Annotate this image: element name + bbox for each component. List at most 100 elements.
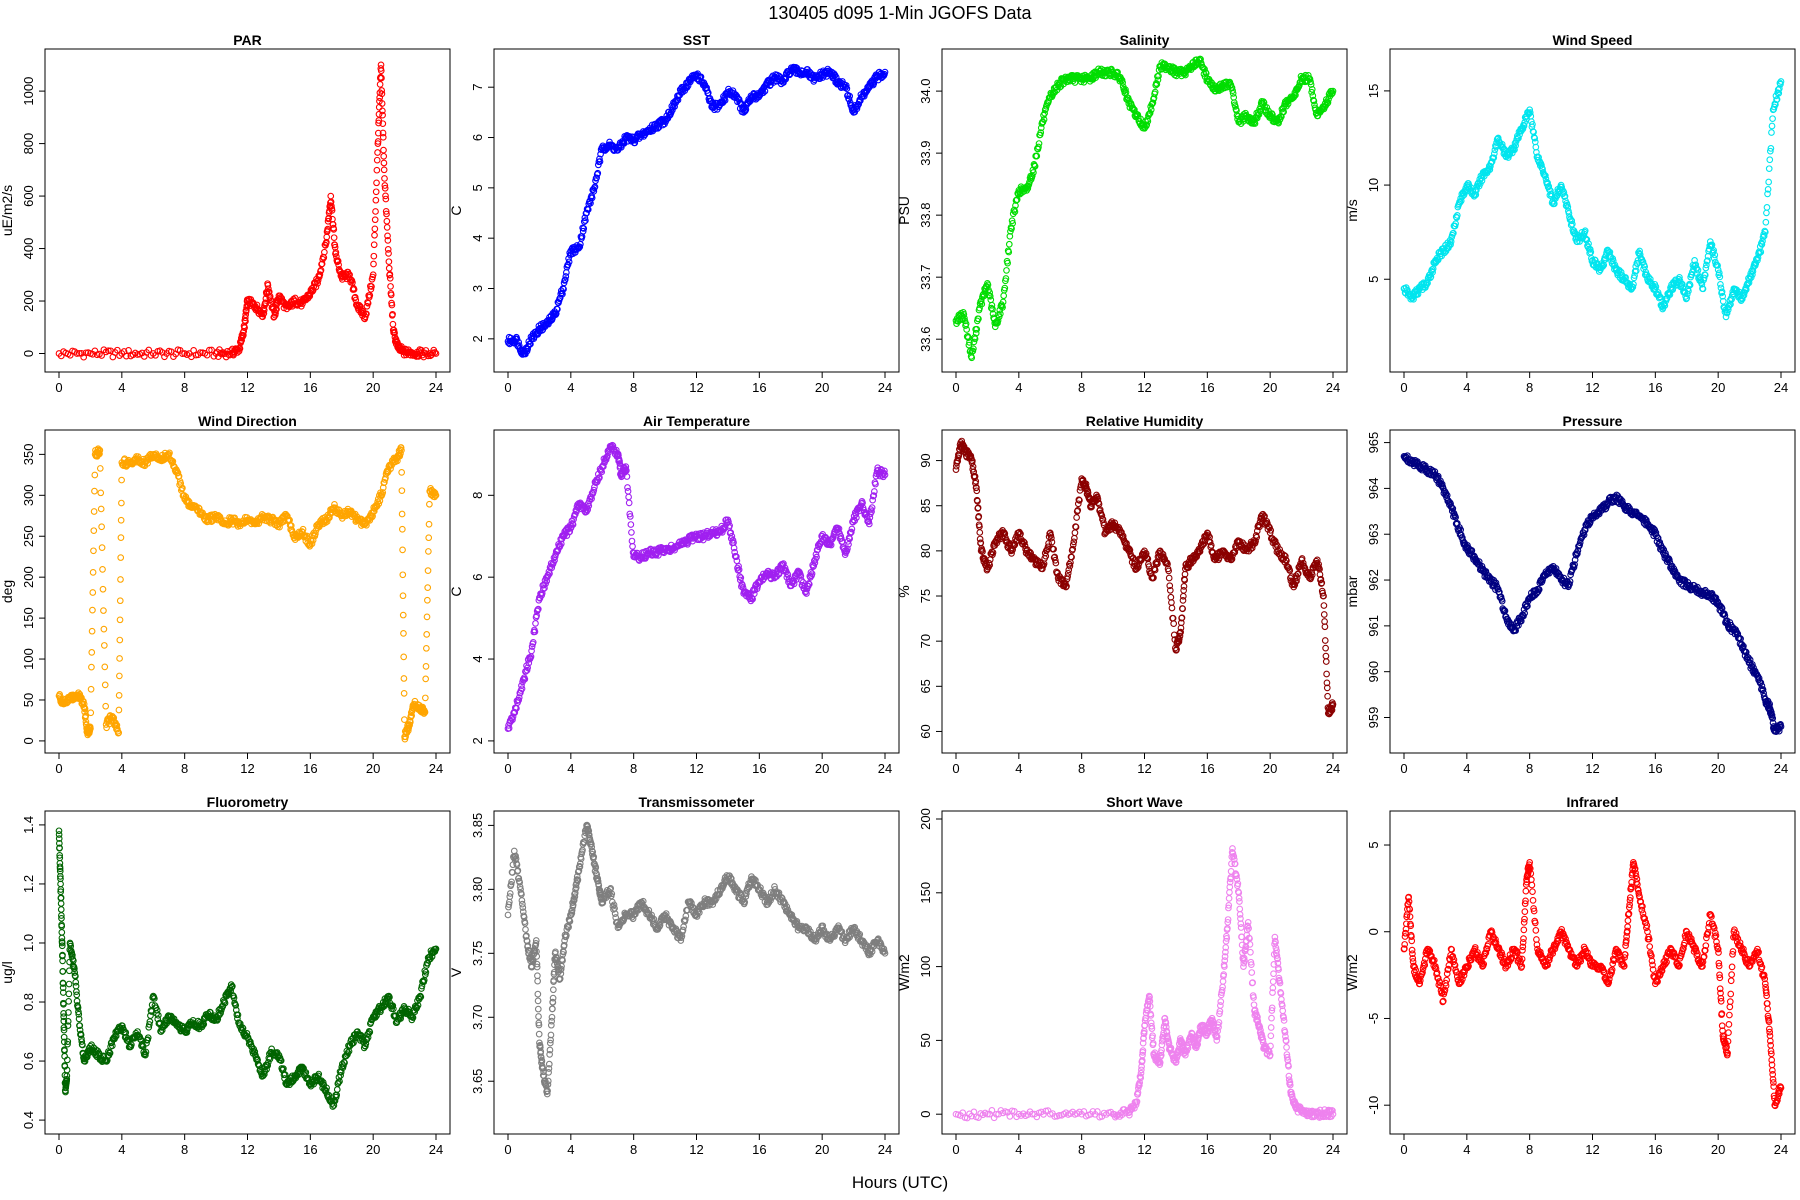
data-point [1070, 538, 1078, 546]
data-point [116, 636, 124, 644]
y-tick-label: 75 [918, 589, 933, 603]
data-point [546, 570, 553, 577]
data-point [381, 478, 388, 486]
data-point [316, 271, 324, 278]
data-point [375, 110, 383, 118]
data-point [206, 346, 213, 354]
data-point [1176, 629, 1184, 637]
data-point [81, 705, 89, 713]
data-point [1616, 266, 1623, 274]
data-point [389, 320, 397, 328]
data-point [863, 514, 871, 521]
data-point [1027, 549, 1034, 557]
data-point [1541, 172, 1549, 179]
data-point [1704, 257, 1711, 264]
data-point [1716, 273, 1724, 281]
data-point [1003, 267, 1010, 274]
data-point [88, 663, 95, 671]
x-tick-label: 16 [303, 380, 317, 395]
data-point [1207, 542, 1215, 549]
x-tick-label: 0 [55, 761, 62, 776]
data-point [811, 559, 819, 567]
data-point [1706, 238, 1714, 245]
y-tick-label: 5 [1366, 276, 1381, 283]
data-point [1069, 541, 1077, 549]
data-point [1146, 109, 1154, 117]
data-point [561, 276, 569, 284]
data-point [382, 192, 389, 200]
data-point [310, 283, 318, 291]
data-point [528, 643, 536, 650]
y-tick-label: 3 [470, 285, 485, 292]
data-point [978, 300, 986, 308]
data-point [1062, 579, 1069, 587]
data-point [147, 352, 155, 359]
data-point [1699, 285, 1707, 293]
data-point [1318, 579, 1326, 587]
y-tick-label: 4 [470, 235, 485, 242]
data-point [1118, 76, 1126, 84]
data-point [98, 352, 105, 359]
data-point [996, 310, 1004, 318]
x-tick-label: 0 [55, 380, 62, 395]
data-point [387, 465, 394, 473]
data-point [1153, 80, 1161, 88]
x-tick-label: 4 [118, 761, 125, 776]
data-point [527, 653, 535, 660]
data-point [82, 718, 90, 726]
data-point [846, 92, 854, 100]
y-tick-label: 350 [21, 444, 36, 466]
data-point [1064, 569, 1072, 577]
x-tick-label: 8 [630, 761, 637, 776]
data-point [989, 549, 997, 556]
data-point [1769, 115, 1776, 123]
data-point [379, 120, 387, 128]
data-point [1586, 246, 1594, 253]
y-tick-label: 0 [21, 350, 36, 357]
data-point [986, 292, 994, 300]
data-point [1005, 248, 1013, 256]
data-point [1636, 247, 1643, 255]
data-point [278, 294, 286, 302]
y-tick-label: 80 [918, 544, 933, 558]
data-point [1008, 217, 1016, 225]
data-point [400, 689, 408, 697]
data-point [116, 672, 123, 680]
data-point [738, 583, 745, 590]
data-point [1749, 267, 1757, 275]
data-point [580, 218, 588, 225]
y-tick-label: 50 [21, 693, 36, 707]
data-point [86, 727, 94, 734]
data-point [1328, 706, 1336, 714]
data-point [328, 207, 336, 214]
data-point [726, 522, 733, 529]
data-point [1001, 530, 1009, 538]
data-point [425, 520, 433, 528]
data-point [87, 685, 95, 693]
data-point [628, 537, 636, 545]
data-point [1035, 143, 1042, 151]
data-point [378, 100, 386, 107]
data-point [423, 613, 431, 621]
data-point [523, 666, 531, 674]
data-point [1622, 274, 1629, 281]
x-tick-label: 16 [1648, 380, 1662, 395]
data-point [399, 611, 407, 619]
data-point [117, 534, 125, 541]
plot-frame [1389, 48, 1796, 373]
data-point [1703, 261, 1710, 269]
data-point [837, 534, 845, 542]
data-point [1067, 559, 1074, 566]
data-point [381, 175, 388, 182]
data-point [276, 523, 283, 531]
data-point [616, 460, 624, 467]
data-point [665, 108, 673, 116]
data-point [1281, 552, 1289, 560]
data-point [1564, 203, 1572, 211]
data-point [1035, 140, 1043, 147]
data-point [116, 616, 124, 624]
data-point [958, 437, 966, 445]
data-point [379, 129, 387, 137]
data-point [1074, 500, 1082, 508]
